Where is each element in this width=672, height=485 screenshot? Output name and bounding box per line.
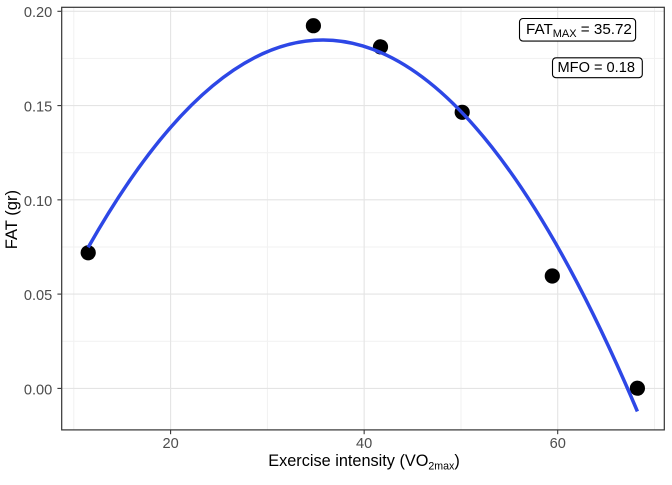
svg-text:60: 60 [550,436,566,452]
svg-text:MFO = 0.18: MFO = 0.18 [558,60,635,76]
svg-text:0.00: 0.00 [24,382,52,398]
svg-text:FATMAX = 35.72: FATMAX = 35.72 [526,21,632,40]
svg-text:FAT (gr): FAT (gr) [2,190,21,249]
svg-text:0.10: 0.10 [24,194,52,210]
svg-text:0.15: 0.15 [24,100,52,116]
svg-text:0.05: 0.05 [24,288,52,304]
svg-text:Exercise intensity (VO2max): Exercise intensity (VO2max) [268,452,459,472]
svg-text:0.20: 0.20 [24,5,52,21]
svg-text:20: 20 [162,436,178,452]
svg-text:40: 40 [356,436,372,452]
